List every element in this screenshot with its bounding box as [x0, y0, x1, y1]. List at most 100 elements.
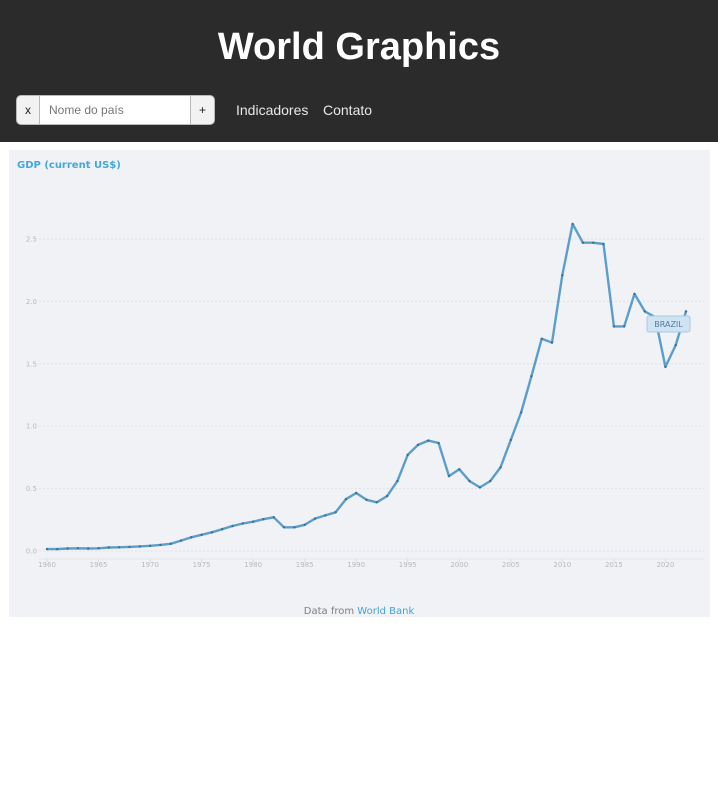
- data-point: [262, 518, 265, 521]
- data-point: [499, 466, 502, 469]
- y-tick-label: 2.5: [26, 236, 37, 244]
- data-point: [210, 531, 214, 534]
- data-point: [138, 545, 141, 548]
- data-point: [571, 222, 574, 226]
- gdp-chart: GDP (current US$) 0.0 0.5 1.0 1.5 2.0 2.5 196…: [17, 160, 704, 617]
- data-point: [406, 453, 409, 457]
- data-point: [396, 479, 399, 483]
- data-point: [664, 365, 667, 369]
- data-point: [561, 274, 564, 277]
- source-prefix: Data from: [304, 606, 358, 617]
- data-point: [117, 546, 121, 549]
- data-point: [179, 539, 183, 542]
- data-point: [200, 533, 203, 536]
- x-tick-label: 2005: [502, 561, 520, 569]
- site-header: World Graphics x + Indicadores Contato: [0, 0, 718, 142]
- data-point: [231, 524, 234, 528]
- data-point: [159, 543, 162, 547]
- x-tick-label: 2000: [450, 561, 468, 569]
- data-point: [550, 341, 554, 344]
- x-tick-label: 1975: [193, 561, 211, 569]
- world-bank-link[interactable]: World Bank: [357, 606, 414, 617]
- chart-title: GDP (current US$): [17, 160, 121, 171]
- x-tick-label: 2020: [656, 561, 674, 569]
- data-point: [128, 545, 131, 549]
- data-point: [540, 337, 543, 340]
- series-label-brazil: BRAZIL: [654, 320, 683, 329]
- data-point: [45, 547, 49, 551]
- data-point: [148, 544, 152, 547]
- chart-grid: [39, 238, 704, 552]
- y-tick-label: 0.5: [26, 485, 37, 493]
- data-point: [437, 441, 440, 445]
- data-point: [612, 325, 616, 328]
- data-point: [489, 479, 492, 483]
- series-points: [45, 222, 688, 551]
- data-point: [282, 526, 286, 529]
- data-point: [313, 517, 317, 520]
- data-point: [56, 547, 59, 551]
- data-point: [468, 479, 471, 483]
- x-tick-label: 2015: [605, 561, 623, 569]
- data-point: [87, 547, 90, 550]
- data-point: [602, 242, 605, 246]
- data-point: [592, 241, 595, 244]
- country-search-input[interactable]: [40, 95, 190, 125]
- data-point: [190, 536, 193, 539]
- series-label-box: [646, 315, 691, 333]
- data-point: [251, 520, 255, 523]
- nav-link-contato[interactable]: Contato: [323, 102, 373, 118]
- x-tick-label: 2010: [553, 561, 571, 569]
- data-point: [643, 310, 646, 313]
- add-country-button[interactable]: +: [190, 95, 215, 125]
- clear-country-button[interactable]: x: [16, 95, 40, 125]
- x-tick-label: 1970: [141, 561, 159, 569]
- data-point: [458, 468, 461, 471]
- data-point: [107, 546, 111, 549]
- data-point: [385, 494, 389, 498]
- y-tick-label: 2.0: [26, 298, 37, 306]
- data-point: [375, 501, 378, 504]
- data-point: [344, 498, 348, 501]
- data-source: Data from World Bank: [304, 606, 415, 617]
- nav-link-indicadores[interactable]: Indicadores: [236, 102, 309, 118]
- y-tick-label: 1.5: [26, 360, 37, 368]
- data-point: [478, 486, 482, 489]
- x-tick-label: 1985: [296, 561, 314, 569]
- data-point: [427, 439, 430, 442]
- data-point: [623, 325, 626, 328]
- data-point: [674, 343, 677, 347]
- y-axis-ticks: 0.0 0.5 1.0 1.5 2.0 2.5: [26, 236, 37, 556]
- x-tick-label: 1990: [347, 561, 365, 569]
- data-point: [684, 310, 688, 313]
- data-point: [509, 438, 512, 442]
- y-tick-label: 1.0: [26, 423, 37, 431]
- data-point: [334, 511, 337, 514]
- data-point: [97, 547, 100, 550]
- chart-panel: GDP (current US$) 0.0 0.5 1.0 1.5 2.0 2.5 196…: [9, 150, 710, 617]
- data-point: [221, 528, 224, 531]
- x-axis-ticks: 1960 1965 1970 1975 1980 1985 1990 1995 2000 2005…: [38, 558, 704, 569]
- data-point: [324, 514, 327, 517]
- data-point: [416, 443, 420, 447]
- y-tick-label: 0.0: [26, 548, 37, 556]
- x-tick-label: 1980: [244, 561, 262, 569]
- site-title: World Graphics: [217, 26, 501, 68]
- x-tick-label: 1960: [38, 561, 56, 569]
- series-label-tag: BRAZIL: [646, 315, 691, 333]
- data-point: [355, 491, 358, 495]
- data-point: [447, 474, 451, 478]
- data-point: [303, 523, 306, 526]
- x-tick-label: 1995: [399, 561, 417, 569]
- data-point: [76, 547, 80, 550]
- data-point: [241, 522, 244, 525]
- data-point: [66, 547, 69, 550]
- data-point: [365, 498, 368, 501]
- data-point: [519, 411, 523, 414]
- data-point: [272, 516, 275, 519]
- x-tick-label: 1965: [90, 561, 108, 569]
- data-point: [169, 542, 172, 545]
- data-point: [633, 292, 636, 296]
- data-point: [581, 241, 585, 244]
- data-point: [293, 526, 296, 529]
